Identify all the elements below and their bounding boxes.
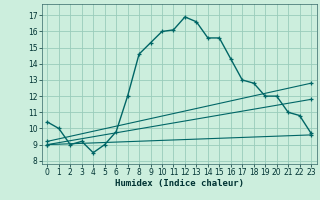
X-axis label: Humidex (Indice chaleur): Humidex (Indice chaleur) <box>115 179 244 188</box>
